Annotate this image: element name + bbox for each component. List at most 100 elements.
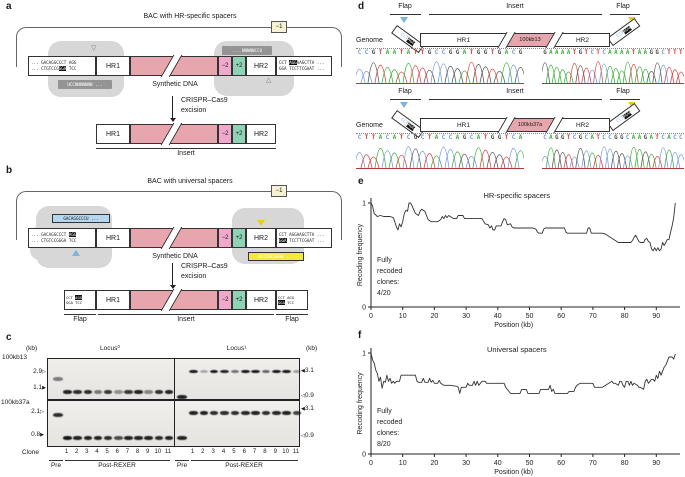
gel-band bbox=[63, 436, 72, 440]
gel-band bbox=[199, 411, 209, 415]
lane-number: 8 bbox=[263, 449, 267, 455]
bac-backbone-loop-a bbox=[16, 27, 342, 67]
lane-number: 11 bbox=[292, 449, 300, 455]
svg-text:0: 0 bbox=[369, 460, 373, 467]
seq-line: CCT AGGAAGCTTA ... bbox=[279, 232, 325, 238]
flap-box-left-b: CCT AGG GGA TCC bbox=[64, 290, 96, 310]
seq-line: CCT AGG bbox=[66, 295, 83, 300]
flap-label: Flap bbox=[398, 3, 412, 10]
gel-band bbox=[114, 390, 123, 394]
locus1-header: Locus¹ bbox=[226, 345, 247, 352]
excision-label-2-a: excision bbox=[181, 107, 207, 114]
svg-text:Fully: Fully bbox=[377, 257, 392, 264]
gel-band bbox=[272, 411, 281, 415]
seq-line: ... GACAGGCCCT AGG bbox=[31, 232, 77, 238]
hr1-box-a: HR1 bbox=[96, 56, 130, 76]
sequence-break-icon bbox=[160, 227, 183, 249]
minus2-box-result-b: −2 bbox=[218, 290, 232, 310]
pre-overline bbox=[175, 460, 189, 461]
gel-name-100kb13: 100kb13 bbox=[2, 354, 27, 361]
universal-spacer-yellow-box: UCCUUCGAAU ... bbox=[248, 252, 304, 261]
hr2-box-b: HR2 bbox=[246, 228, 276, 248]
svg-text:4/20: 4/20 bbox=[377, 290, 391, 297]
svg-text:80: 80 bbox=[621, 460, 629, 467]
svg-text:recoded: recoded bbox=[377, 268, 402, 275]
hr2-box-a: HR2 bbox=[246, 56, 276, 76]
gel-band bbox=[134, 390, 143, 394]
gel-band bbox=[230, 411, 240, 415]
gel-band bbox=[144, 436, 153, 440]
lane-number: 4 bbox=[221, 449, 226, 455]
lane-number: 4 bbox=[95, 449, 99, 455]
insert-bar-result-a bbox=[130, 123, 218, 145]
flap-label-left-b: Flap bbox=[73, 316, 87, 323]
synthetic-dna-label-b: Synthetic DNA bbox=[152, 253, 198, 260]
universal-spacer-blue-box: GACAGGCCCU ... bbox=[52, 214, 110, 223]
lane-number: 6 bbox=[115, 449, 119, 455]
svg-text:Fully: Fully bbox=[377, 408, 392, 415]
gel-band bbox=[292, 411, 302, 415]
gel-band bbox=[189, 411, 198, 415]
recoding-chart-hr-specific: 0 1 0 10 20 30 40 50 60 70 80 90 HR-specific spacers… bbox=[355, 175, 685, 330]
flap-seq-box: CCT AGG bbox=[607, 103, 641, 132]
insert-label: Insert bbox=[506, 88, 524, 95]
gel-band bbox=[251, 369, 260, 374]
lane-number: 9 bbox=[273, 449, 277, 455]
gel-band bbox=[176, 395, 187, 399]
insert-map-bar: HR1 100kb13 HR2 bbox=[420, 32, 610, 48]
cut-site-icon-left-a: ▽ bbox=[91, 45, 97, 52]
post-rexer-label: Post-REXER bbox=[225, 462, 263, 469]
svg-text:50: 50 bbox=[526, 460, 534, 467]
gel-divider bbox=[174, 401, 175, 446]
size-marker: 2.1▷ bbox=[31, 408, 44, 415]
lane-number: 9 bbox=[146, 449, 150, 455]
minus2-box-result-a: −2 bbox=[218, 124, 232, 144]
svg-text:80: 80 bbox=[621, 313, 629, 320]
chromatogram-left bbox=[353, 143, 527, 174]
gel-band bbox=[124, 390, 133, 394]
post-overline bbox=[65, 460, 170, 461]
junction-seq-box-right-a: CCT AGGAAGCTTA ... GGA TCCTTCGAAT ... bbox=[276, 56, 332, 76]
gel-band bbox=[144, 390, 153, 394]
hr1-label: HR1 bbox=[456, 121, 470, 129]
svg-text:1: 1 bbox=[362, 351, 366, 358]
filled-arrow-icon: ◀ bbox=[301, 406, 305, 412]
recoding-chart-universal: 0 1 0 10 20 30 40 50 60 70 80 90 Universal spacers Re… bbox=[355, 328, 685, 477]
flap-underline-right-b bbox=[276, 314, 308, 315]
excision-arrowhead-a bbox=[169, 118, 176, 122]
gel-band bbox=[209, 369, 219, 374]
seq-line: ... GACAGGCCCT AGG bbox=[31, 60, 77, 66]
cut-site-icon-yellow bbox=[257, 220, 265, 226]
gel-band bbox=[272, 369, 281, 374]
lane-number: 6 bbox=[242, 449, 246, 455]
insert-map-bar: HR1 100kb37a HR2 bbox=[420, 117, 610, 133]
gel-band bbox=[251, 411, 260, 415]
sgrna-box-left-a: UCCNNNNNNN ... bbox=[58, 80, 112, 89]
synthetic-dna-label-a: Synthetic DNA bbox=[152, 81, 198, 88]
excision-label-1-a: CRISPR–Cas9 bbox=[181, 97, 228, 104]
svg-text:70: 70 bbox=[589, 460, 597, 467]
hr2-box-result-a: HR2 bbox=[246, 124, 276, 144]
insert-name-box: 100kb13 bbox=[506, 34, 554, 47]
svg-text:20: 20 bbox=[431, 460, 439, 467]
gel-band bbox=[154, 390, 164, 394]
gel-band bbox=[282, 411, 291, 415]
size-marker: 2.9▷ bbox=[33, 368, 46, 375]
excision-arrow-b bbox=[172, 263, 173, 285]
open-arrow-icon: ▷ bbox=[40, 409, 44, 415]
excision-label-2-b: excision bbox=[181, 273, 207, 280]
svg-text:Recoding frequency: Recoding frequency bbox=[357, 223, 364, 286]
lane-number: 3 bbox=[211, 449, 215, 455]
insert-label-b: Insert bbox=[177, 316, 195, 323]
svg-text:90: 90 bbox=[652, 460, 660, 467]
junction-seq-box-right-b: CCT AGGAAGCTTA ... GGA TCCTTCGAAT ... bbox=[276, 228, 332, 248]
gel-band bbox=[220, 411, 229, 415]
gel-band bbox=[241, 411, 250, 415]
hr2-label: HR2 bbox=[575, 36, 589, 44]
svg-text:8/20: 8/20 bbox=[377, 441, 391, 448]
size-marker: ◁0.9 bbox=[301, 392, 314, 399]
insert-underline-a bbox=[96, 148, 276, 149]
